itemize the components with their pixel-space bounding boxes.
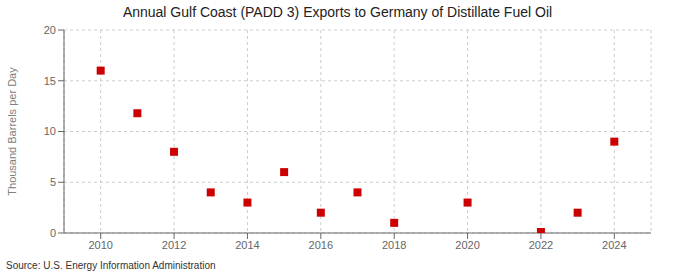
svg-text:2012: 2012 [162,239,186,251]
html-text:Source: U.S. Energy Informatio: Source: U.S. Energy Information Administ… [6,260,216,271]
svg-text:Thousand Barrels per Day: Thousand Barrels per Day [8,67,18,196]
svg-text:5: 5 [50,176,56,188]
svg-text:20: 20 [44,24,56,36]
svg-text:0: 0 [50,227,56,239]
svg-text:2016: 2016 [309,239,333,251]
svg-text:2010: 2010 [88,239,112,251]
svg-text:2018: 2018 [382,239,406,251]
svg-text:2022: 2022 [529,239,553,251]
svg-text:2020: 2020 [455,239,479,251]
svg-text:10: 10 [44,125,56,137]
svg-text:15: 15 [44,75,56,87]
svg-text:2024: 2024 [602,239,626,251]
svg-text:2014: 2014 [235,239,259,251]
html-text:Annual Gulf Coast (PADD 3) Exp: Annual Gulf Coast (PADD 3) Exports to Ge… [122,4,553,20]
